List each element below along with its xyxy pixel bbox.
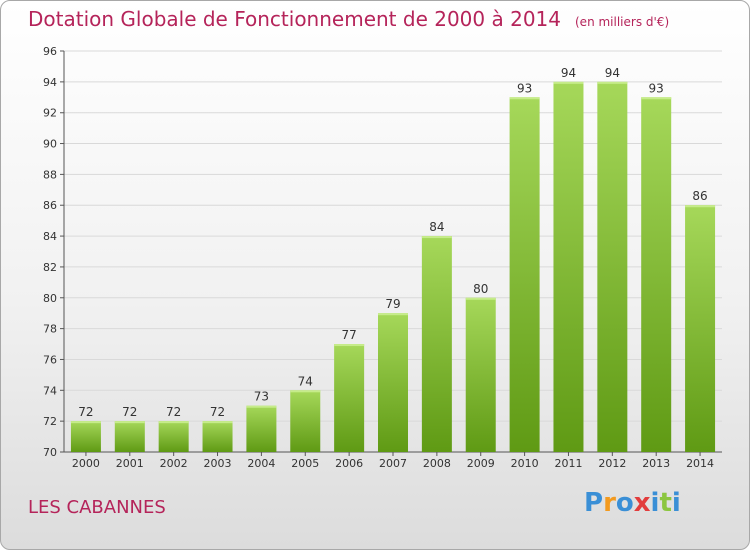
bar bbox=[334, 344, 365, 452]
x-tick-label: 2008 bbox=[423, 457, 451, 470]
bar-highlight bbox=[70, 421, 101, 424]
x-tick-label: 2011 bbox=[554, 457, 582, 470]
place-name: LES CABANNES bbox=[28, 497, 166, 518]
bar-highlight bbox=[421, 236, 452, 239]
y-tick-label: 72 bbox=[43, 415, 57, 428]
bar-highlight bbox=[553, 81, 584, 84]
y-tick-label: 86 bbox=[43, 199, 57, 212]
data-label: 86 bbox=[692, 189, 707, 203]
bar-highlight bbox=[114, 421, 145, 424]
x-tick-label: 2012 bbox=[598, 457, 626, 470]
data-label: 73 bbox=[254, 390, 269, 404]
bar bbox=[246, 405, 277, 452]
x-tick-label: 2009 bbox=[467, 457, 495, 470]
chart-title: Dotation Globale de Fonctionnement de 20… bbox=[28, 7, 561, 31]
bar-highlight bbox=[290, 390, 321, 393]
logo-letter: r bbox=[603, 488, 616, 518]
y-tick-label: 84 bbox=[43, 230, 57, 243]
y-tick-label: 80 bbox=[43, 292, 57, 305]
bar bbox=[597, 81, 628, 452]
x-tick-label: 2006 bbox=[335, 457, 363, 470]
x-tick-label: 2010 bbox=[511, 457, 539, 470]
data-label: 84 bbox=[429, 220, 444, 234]
bar bbox=[114, 421, 145, 452]
x-tick-label: 2014 bbox=[686, 457, 714, 470]
y-tick-label: 78 bbox=[43, 323, 57, 336]
data-label: 79 bbox=[385, 297, 400, 311]
bar bbox=[509, 97, 540, 453]
bar-highlight bbox=[509, 97, 540, 100]
logo-letter: x bbox=[633, 488, 651, 518]
data-label: 93 bbox=[517, 81, 532, 95]
x-tick-label: 2003 bbox=[204, 457, 232, 470]
y-tick-label: 88 bbox=[43, 168, 57, 181]
data-label: 72 bbox=[78, 405, 93, 419]
y-tick-label: 94 bbox=[43, 76, 57, 89]
logo-letter: o bbox=[615, 488, 634, 518]
y-tick-label: 90 bbox=[43, 138, 57, 151]
data-label: 93 bbox=[649, 81, 664, 95]
bar-highlight bbox=[465, 297, 496, 300]
data-label: 94 bbox=[561, 66, 576, 80]
logo-letter: i bbox=[650, 488, 660, 518]
logo-letter: P bbox=[584, 488, 604, 518]
y-tick-label: 76 bbox=[43, 353, 57, 366]
y-tick-label: 74 bbox=[43, 384, 57, 397]
logo-letter: i bbox=[671, 488, 681, 518]
data-label: 94 bbox=[605, 66, 620, 80]
bar-highlight bbox=[597, 81, 628, 84]
bar-highlight bbox=[334, 344, 365, 347]
data-label: 77 bbox=[341, 328, 356, 342]
chart-subtitle: (en milliers d'€) bbox=[575, 15, 670, 29]
logo-letter: t bbox=[659, 488, 672, 518]
data-label: 72 bbox=[122, 405, 137, 419]
data-label: 74 bbox=[298, 374, 313, 388]
y-tick-label: 82 bbox=[43, 261, 57, 274]
bar bbox=[421, 236, 452, 452]
x-tick-label: 2004 bbox=[247, 457, 275, 470]
bar-highlight bbox=[378, 313, 408, 316]
bar-highlight bbox=[202, 421, 233, 424]
bar bbox=[202, 421, 233, 452]
x-tick-label: 2007 bbox=[379, 457, 407, 470]
x-tick-label: 2005 bbox=[291, 457, 319, 470]
chart-title-group: Dotation Globale de Fonctionnement de 20… bbox=[28, 7, 669, 31]
bar-highlight bbox=[685, 205, 716, 208]
bar bbox=[685, 205, 716, 452]
x-tick-label: 2001 bbox=[116, 457, 144, 470]
bar bbox=[70, 421, 101, 452]
x-tick-label: 2002 bbox=[160, 457, 188, 470]
proxiti-logo: Proxiti bbox=[584, 488, 681, 518]
y-tick-label: 92 bbox=[43, 107, 57, 120]
bar-highlight bbox=[246, 405, 277, 408]
y-tick-label: 96 bbox=[43, 45, 57, 58]
bar-highlight bbox=[158, 421, 189, 424]
bar bbox=[465, 297, 496, 452]
bar-highlight bbox=[641, 97, 672, 100]
x-tick-label: 2013 bbox=[642, 457, 670, 470]
data-label: 72 bbox=[210, 405, 225, 419]
bar bbox=[553, 81, 584, 452]
bar bbox=[378, 313, 408, 452]
bar bbox=[290, 390, 321, 452]
y-tick-label: 70 bbox=[43, 446, 57, 459]
x-tick-label: 2000 bbox=[72, 457, 100, 470]
bar bbox=[641, 97, 672, 453]
data-label: 72 bbox=[166, 405, 181, 419]
data-label: 80 bbox=[473, 282, 488, 296]
bar bbox=[158, 421, 189, 452]
